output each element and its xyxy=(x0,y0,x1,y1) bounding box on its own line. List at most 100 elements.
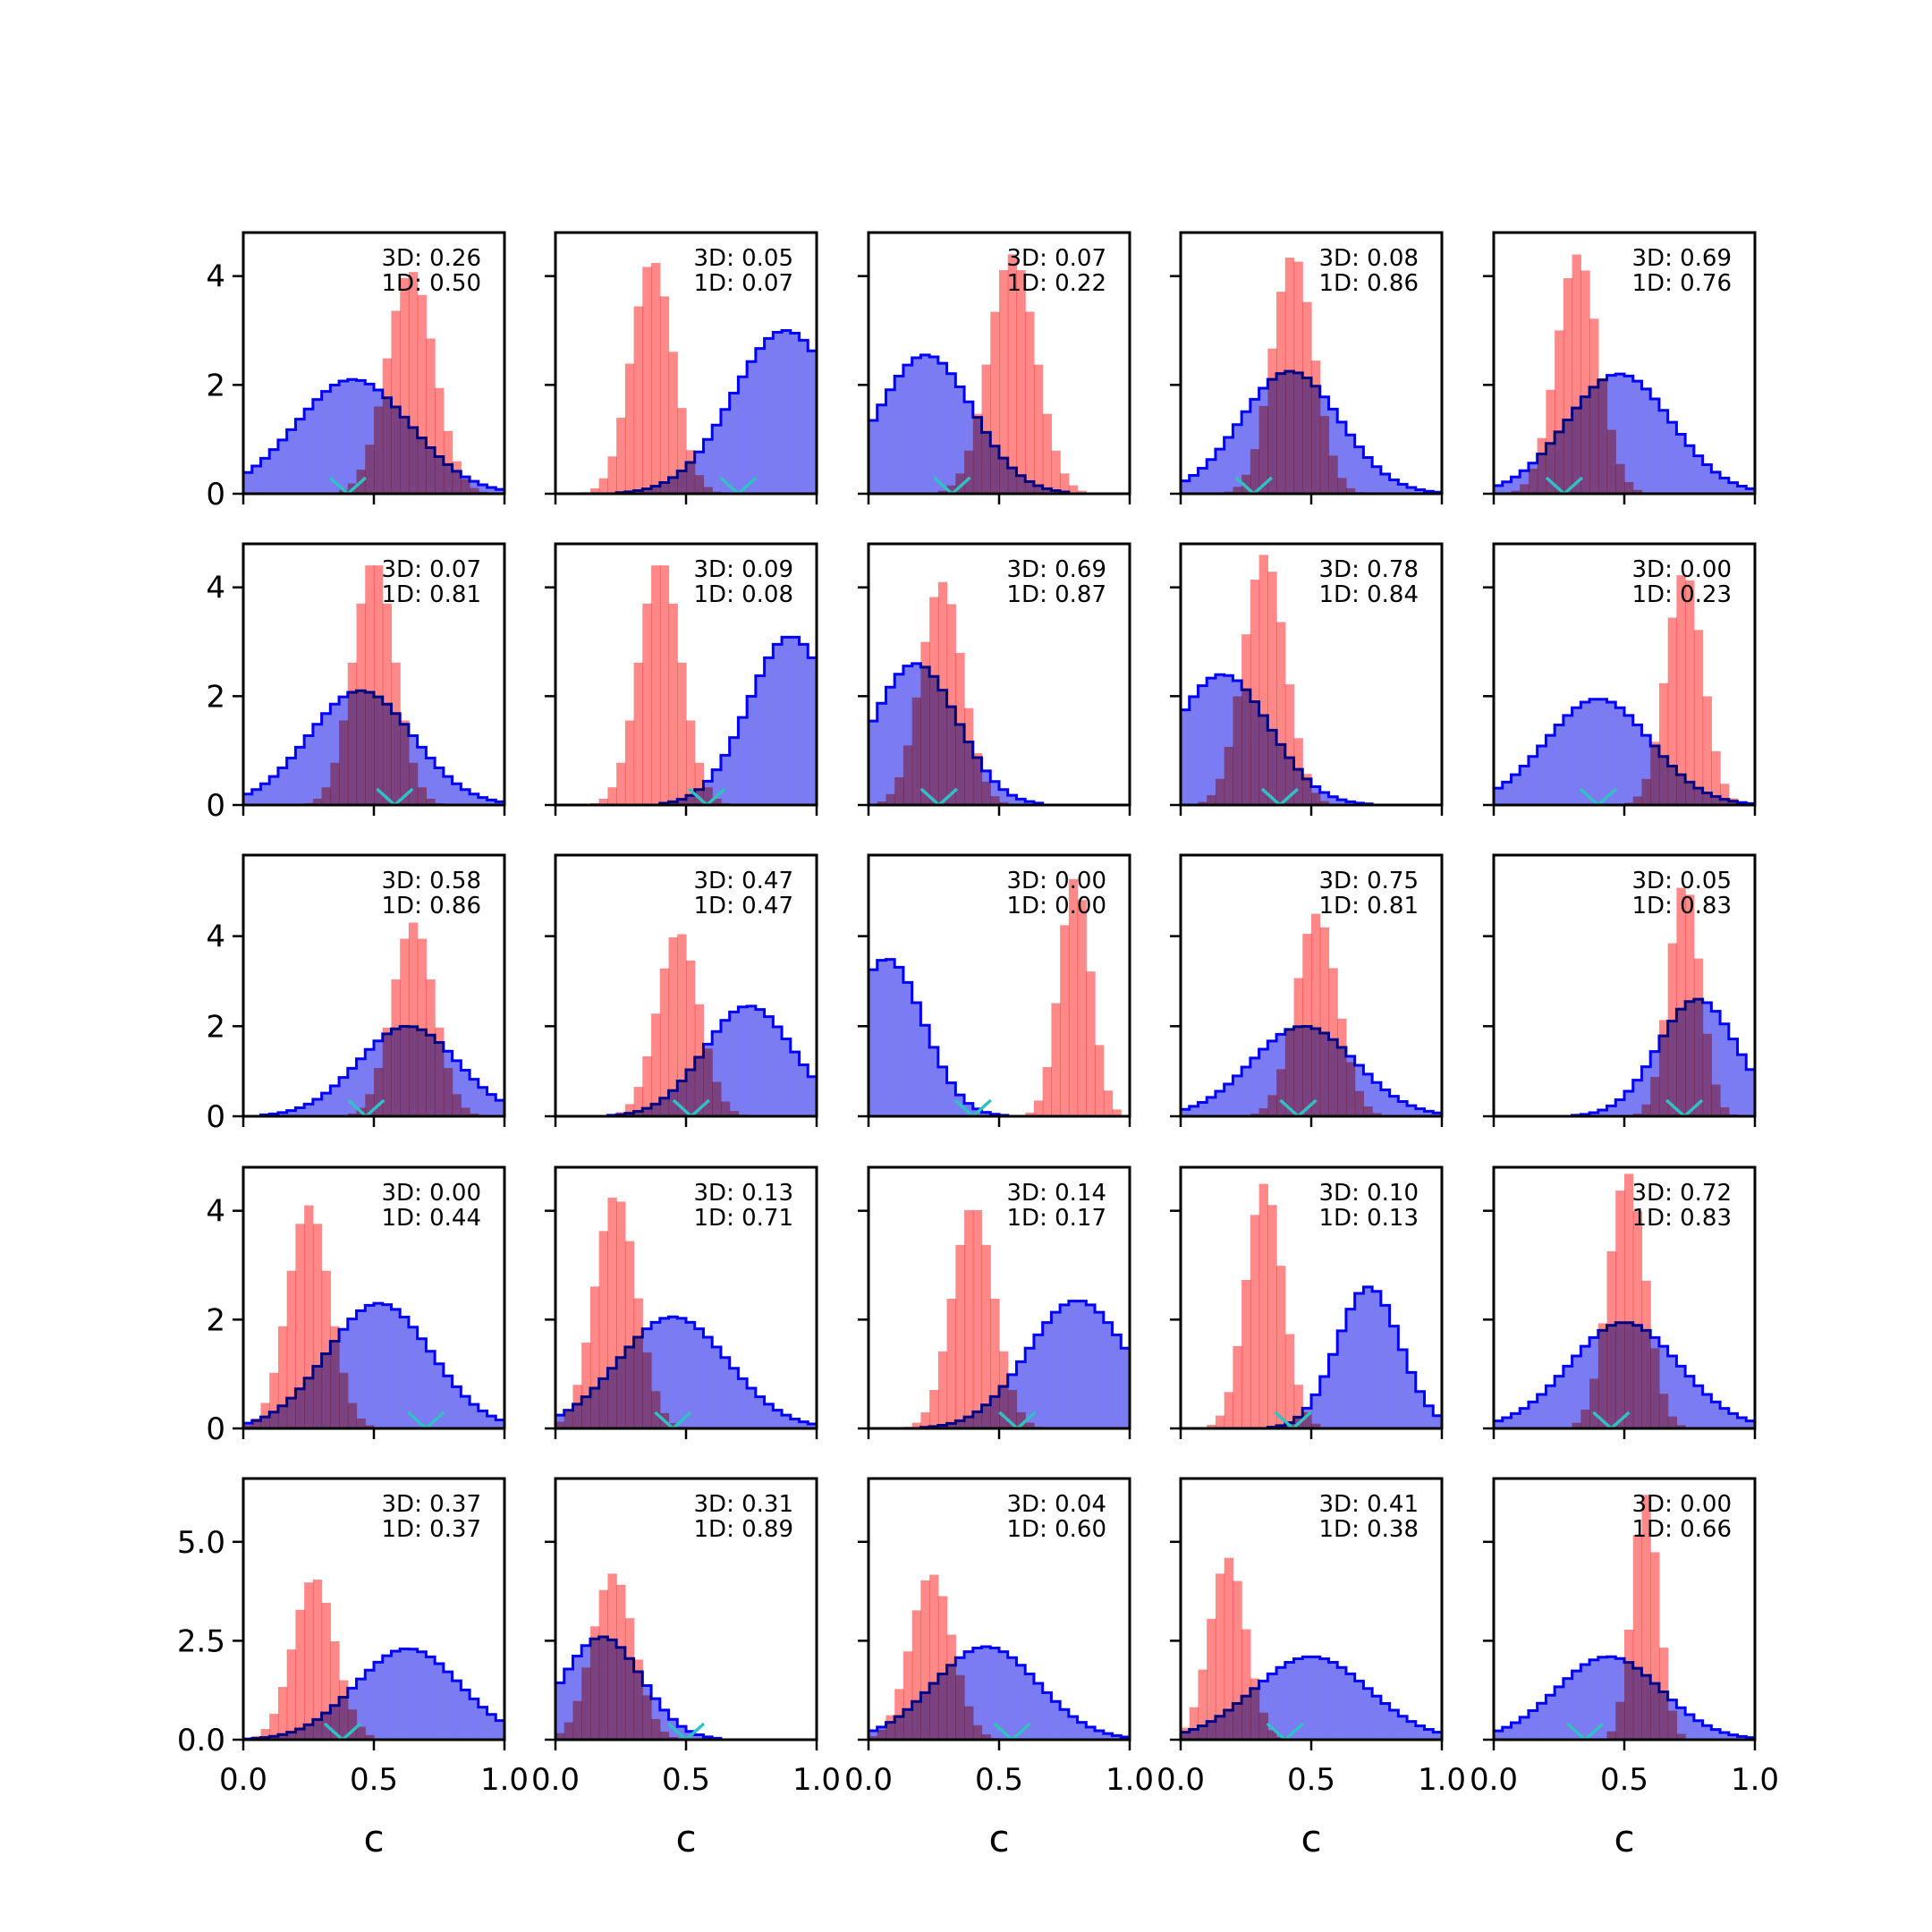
blue-bar xyxy=(1267,1040,1277,1116)
red-bar xyxy=(668,936,678,1116)
red-bar xyxy=(435,387,445,494)
blue-bar xyxy=(729,1368,739,1428)
red-bar xyxy=(1241,634,1251,805)
blue-bar xyxy=(955,386,965,494)
red-bar xyxy=(607,456,617,494)
blue-bar xyxy=(1433,1732,1442,1740)
blue-bar xyxy=(1685,445,1695,494)
red-bar xyxy=(1354,1090,1364,1116)
blue-bar xyxy=(1641,388,1651,494)
red-bar xyxy=(937,490,948,494)
blue-bar xyxy=(1676,434,1686,494)
blue-bar xyxy=(1693,1385,1704,1428)
red-bar xyxy=(1207,1424,1216,1428)
blue-bar xyxy=(1372,1696,1382,1740)
red-bar xyxy=(607,1573,617,1740)
red-bar xyxy=(1720,1107,1730,1116)
blue-bar xyxy=(1555,1686,1564,1740)
blue-bar xyxy=(1198,1102,1208,1116)
red-bar xyxy=(1198,801,1208,805)
blue-bar xyxy=(1711,471,1721,494)
red-bar xyxy=(374,565,384,805)
blue-bar xyxy=(1302,1657,1312,1740)
x-tick-label: 0.0 xyxy=(531,1762,580,1798)
blue-bar xyxy=(886,687,895,805)
blue-bar xyxy=(964,402,974,494)
blue-bar xyxy=(755,348,766,494)
label-1d: 1D: 0.86 xyxy=(382,893,481,919)
red-bar xyxy=(1181,1727,1191,1740)
blue-bar xyxy=(712,769,722,805)
label-3d: 3D: 0.05 xyxy=(694,245,793,272)
x-axis-label: c xyxy=(1614,1817,1634,1860)
red-bar xyxy=(1711,1084,1721,1116)
red-bar xyxy=(1606,1731,1616,1740)
label-1d: 1D: 0.76 xyxy=(1632,270,1732,297)
red-bar xyxy=(1215,778,1225,805)
marker-v-icon xyxy=(407,1411,445,1428)
red-bar xyxy=(1311,913,1321,1116)
plot-area xyxy=(1494,887,1755,1116)
red-bar xyxy=(651,1013,661,1116)
blue-bar xyxy=(1215,674,1225,805)
y-tick-label: 0.0 xyxy=(177,1723,225,1758)
blue-bar xyxy=(1258,1048,1268,1116)
blue-bar xyxy=(1328,796,1338,805)
blue-bar xyxy=(808,657,817,805)
blue-bar xyxy=(1720,1733,1730,1740)
red-bar xyxy=(642,267,652,494)
blue-bar xyxy=(1676,1707,1686,1740)
blue-bar xyxy=(1198,468,1208,494)
red-bar xyxy=(321,1270,331,1428)
red-bar xyxy=(1112,1109,1122,1116)
blue-bar xyxy=(1676,1366,1686,1428)
x-tick-label: 0.5 xyxy=(1600,1762,1648,1798)
blue-bar xyxy=(764,338,774,494)
red-bar xyxy=(911,1610,921,1740)
blue-bar xyxy=(1311,1657,1321,1740)
red-bar xyxy=(347,662,358,805)
red-bar xyxy=(581,1343,591,1428)
blue-bar xyxy=(339,381,349,494)
red-bar xyxy=(1241,474,1251,494)
red-bar xyxy=(694,475,705,494)
blue-bar xyxy=(694,1328,705,1428)
red-bar xyxy=(417,938,427,1116)
blue-bar xyxy=(1051,1701,1061,1740)
blue-bar xyxy=(1693,1720,1704,1740)
label-1d: 1D: 0.08 xyxy=(694,581,793,608)
blue-bar xyxy=(1380,474,1391,494)
red-bar xyxy=(869,1736,878,1740)
blue-bar xyxy=(937,1066,948,1116)
red-bar xyxy=(1667,617,1677,805)
blue-bar xyxy=(1077,1722,1087,1740)
blue-bar xyxy=(286,758,296,805)
label-1d: 1D: 0.81 xyxy=(1319,893,1419,919)
red-bar xyxy=(1284,684,1295,805)
red-bar xyxy=(1068,878,1079,1116)
blue-bar xyxy=(1354,446,1364,494)
red-bar xyxy=(1667,1710,1677,1740)
red-bar xyxy=(1319,416,1330,494)
red-bar xyxy=(365,1425,375,1428)
red-bar xyxy=(1042,1067,1052,1116)
red-bar xyxy=(1632,489,1643,494)
blue-bar xyxy=(496,1419,504,1428)
blue-bar xyxy=(1563,715,1573,805)
blue-bar xyxy=(487,800,496,805)
blue-bar xyxy=(1407,1106,1417,1116)
blue-bar xyxy=(1345,1309,1356,1428)
blue-bar xyxy=(391,1650,401,1740)
blue-bar xyxy=(894,674,904,805)
blue-bar xyxy=(496,801,504,805)
blue-bar xyxy=(1433,1415,1442,1428)
blue-bar xyxy=(1632,1080,1643,1116)
label-3d: 3D: 0.14 xyxy=(1007,1180,1106,1207)
blue-step-outline xyxy=(243,1025,504,1116)
red-bar xyxy=(1051,450,1061,494)
red-bar xyxy=(1606,1250,1616,1428)
red-bar xyxy=(1632,1534,1643,1740)
red-bar xyxy=(426,338,436,494)
